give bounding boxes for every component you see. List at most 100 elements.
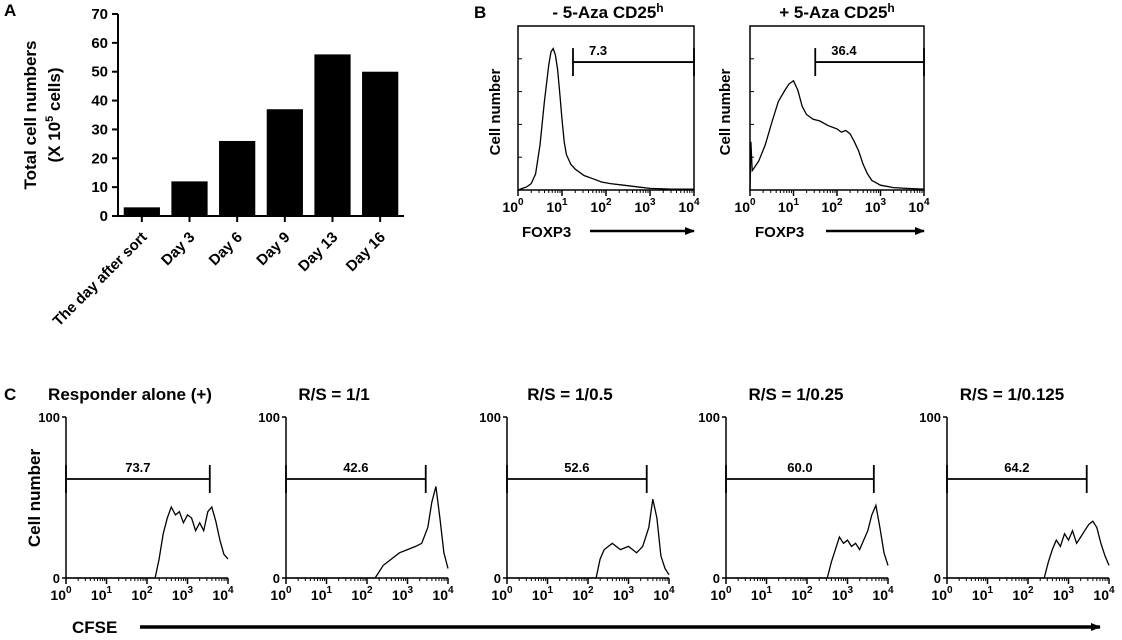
panel-c-histograms: Cell number Responder alone (+) 100 101 102… — [25, 385, 1115, 637]
a-bar — [171, 181, 208, 216]
b2-title: + 5-Aza CD25h — [779, 1, 895, 22]
xtick-label: 104 — [212, 585, 234, 603]
ytick-label-100: 100 — [698, 410, 720, 425]
histogram-curve — [517, 47, 694, 191]
histogram-curve — [286, 486, 449, 579]
xtick-label: 102 — [131, 585, 153, 603]
xtick-label: 104 — [432, 585, 454, 603]
xtick-label: 104 — [908, 197, 930, 215]
histogram-curve — [947, 520, 1110, 579]
gate-label: 36.4 — [831, 43, 857, 58]
gate-label: 52.6 — [564, 460, 589, 475]
xtick-label: 103 — [172, 585, 194, 603]
histogram-B1: 100 101 102 103 104 7.3 — [502, 43, 700, 215]
ytick-label-100: 100 — [38, 410, 60, 425]
a-category-label: Day 13 — [295, 229, 341, 275]
gate-label: 60.0 — [787, 460, 812, 475]
b2-ylabel: Cell number — [717, 68, 734, 155]
a-bar — [266, 109, 303, 216]
xtick-label: 101 — [778, 197, 800, 215]
a-ytick-label: 70 — [91, 6, 108, 23]
xtick-label: 100 — [710, 585, 732, 603]
c-title: R/S = 1/0.5 — [527, 385, 613, 404]
a-category-label: Day 9 — [253, 229, 293, 269]
ytick-label-100: 100 — [258, 410, 280, 425]
xtick-label: 100 — [931, 585, 953, 603]
histogram-B2: 100 101 102 103 104 36.4 — [734, 43, 930, 215]
xtick-label: 100 — [50, 585, 72, 603]
xtick-label: 102 — [351, 585, 373, 603]
a-ytick-label: 50 — [91, 64, 108, 81]
a-bar — [219, 140, 256, 216]
histogram-curve — [749, 79, 925, 191]
xtick-label: 102 — [1012, 585, 1034, 603]
xtick-label: 100 — [491, 585, 513, 603]
a-ytick-label: 20 — [91, 150, 108, 167]
c-title: R/S = 1/0.25 — [749, 385, 844, 404]
histogram-curve — [507, 498, 670, 579]
xtick-label: 103 — [1053, 585, 1075, 603]
panel-letter-b: B — [474, 3, 486, 22]
a-ytick-label: 40 — [91, 93, 108, 110]
a-ytick-label: 30 — [91, 121, 108, 138]
xtick-label: 104 — [678, 197, 700, 215]
panel-b2-histogram: + 5-Aza CD25h Cell number 100 101 102 103 10… — [717, 1, 930, 241]
xtick-label: 104 — [1093, 585, 1115, 603]
xtick-label: 102 — [572, 585, 594, 603]
xtick-label: 102 — [590, 197, 612, 215]
xtick-label: 101 — [532, 585, 554, 603]
a-bar — [123, 207, 160, 216]
ytick-label-0: 0 — [713, 571, 720, 586]
panel-a-bar-chart: Total cell numbers (X 105 cells) 0 10 20 30… — [21, 6, 404, 330]
b1-title: - 5-Aza CD25h — [552, 1, 663, 22]
xtick-label: 102 — [791, 585, 813, 603]
xtick-label: 100 — [502, 197, 524, 215]
xtick-label: 103 — [613, 585, 635, 603]
panel-letter-c: C — [4, 385, 16, 404]
c-title: R/S = 1/0.125 — [960, 385, 1064, 404]
a-ylabel-line1: Total cell numbers — [21, 41, 40, 190]
xtick-label: 101 — [311, 585, 333, 603]
ytick-label-100: 100 — [479, 410, 501, 425]
ytick-label-0: 0 — [273, 571, 280, 586]
b1-ylabel: Cell number — [487, 68, 504, 155]
c-xlabel: CFSE — [72, 618, 117, 637]
gate-label: 42.6 — [343, 460, 368, 475]
histogram-curve — [66, 505, 229, 579]
b1-xlabel: FOXP3 — [522, 224, 571, 241]
c-subpanel-1: Responder alone (+)100 101 102 103 104010073… — [38, 385, 234, 603]
a-ytick-label: 10 — [91, 179, 108, 196]
b2-xlabel: FOXP3 — [755, 224, 804, 241]
xtick-label: 103 — [865, 197, 887, 215]
ytick-label-0: 0 — [494, 571, 501, 586]
panel-letter-a: A — [4, 1, 16, 20]
c-title: Responder alone (+) — [48, 385, 212, 404]
xtick-label: 100 — [270, 585, 292, 603]
panel-b1-histogram: - 5-Aza CD25h Cell number 100 101 102 103 10… — [487, 1, 700, 241]
a-category-label: Day 6 — [206, 229, 246, 269]
xtick-label: 103 — [634, 197, 656, 215]
a-ytick-label: 0 — [100, 208, 108, 225]
xtick-label: 102 — [821, 197, 843, 215]
xtick-label: 101 — [972, 585, 994, 603]
a-ylabel-line2: (X 105 cells) — [44, 68, 64, 163]
gate-label: 73.7 — [125, 460, 150, 475]
a-category-label: Day 16 — [343, 229, 389, 275]
ytick-label-0: 0 — [53, 571, 60, 586]
histogram-curve — [726, 503, 889, 579]
xtick-label: 101 — [546, 197, 568, 215]
a-bar — [314, 54, 351, 217]
gate-label: 7.3 — [589, 43, 607, 58]
xtick-label: 100 — [734, 197, 756, 215]
a-bar — [362, 71, 399, 216]
xtick-label: 103 — [392, 585, 414, 603]
